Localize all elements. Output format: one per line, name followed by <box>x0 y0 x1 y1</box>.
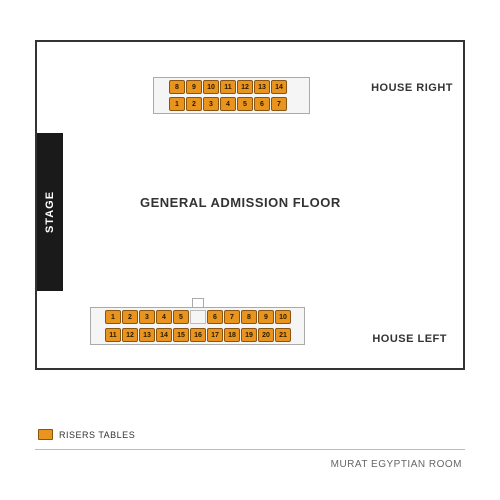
footer-divider <box>35 449 465 450</box>
floor-label: GENERAL ADMISSION FLOOR <box>140 195 341 210</box>
riser-table[interactable]: 19 <box>241 328 257 342</box>
riser-table[interactable]: 1 <box>105 310 121 324</box>
riser-table[interactable]: 8 <box>169 80 185 94</box>
riser-table[interactable]: 12 <box>122 328 138 342</box>
riser-table[interactable]: 6 <box>207 310 223 324</box>
venue-name: MURAT EGYPTIAN ROOM <box>331 459 462 470</box>
riser-table[interactable]: 3 <box>203 97 219 111</box>
house-right-label: HOUSE RIGHT <box>371 82 453 94</box>
riser-table[interactable]: 8 <box>241 310 257 324</box>
riser-left-top-row: 12345 678910 <box>105 310 292 324</box>
riser-left-bottom-row: 1112131415161718192021 <box>105 328 292 342</box>
riser-table[interactable]: 15 <box>173 328 189 342</box>
riser-table[interactable]: 5 <box>173 310 189 324</box>
legend: RISERS TABLES <box>38 429 135 440</box>
riser-table[interactable]: 13 <box>139 328 155 342</box>
riser-table[interactable]: 11 <box>220 80 236 94</box>
riser-right-top-row: 891011121314 <box>169 80 288 94</box>
riser-gap <box>190 310 206 324</box>
riser-table[interactable]: 9 <box>258 310 274 324</box>
riser-table[interactable]: 16 <box>190 328 206 342</box>
riser-table[interactable]: 10 <box>203 80 219 94</box>
riser-table[interactable]: 9 <box>186 80 202 94</box>
riser-table[interactable]: 2 <box>186 97 202 111</box>
legend-swatch <box>38 429 53 440</box>
riser-table[interactable]: 12 <box>237 80 253 94</box>
riser-table[interactable]: 7 <box>271 97 287 111</box>
riser-right-bottom-row: 1234567 <box>169 97 288 111</box>
riser-table[interactable]: 11 <box>105 328 121 342</box>
riser-table[interactable]: 18 <box>224 328 240 342</box>
riser-table[interactable]: 1 <box>169 97 185 111</box>
riser-table[interactable]: 7 <box>224 310 240 324</box>
riser-table[interactable]: 14 <box>156 328 172 342</box>
riser-table[interactable]: 4 <box>156 310 172 324</box>
riser-table[interactable]: 14 <box>271 80 287 94</box>
riser-table[interactable]: 4 <box>220 97 236 111</box>
stage: STAGE <box>37 133 63 291</box>
riser-table[interactable]: 3 <box>139 310 155 324</box>
riser-table[interactable]: 2 <box>122 310 138 324</box>
house-left-label: HOUSE LEFT <box>372 333 447 345</box>
riser-table[interactable]: 20 <box>258 328 274 342</box>
riser-table[interactable]: 6 <box>254 97 270 111</box>
stage-label: STAGE <box>44 191 56 233</box>
riser-table[interactable]: 17 <box>207 328 223 342</box>
riser-table[interactable]: 13 <box>254 80 270 94</box>
riser-table[interactable]: 10 <box>275 310 291 324</box>
riser-left-small-box <box>192 298 204 308</box>
legend-label: RISERS TABLES <box>59 430 135 440</box>
riser-table[interactable]: 5 <box>237 97 253 111</box>
riser-table[interactable]: 21 <box>275 328 291 342</box>
